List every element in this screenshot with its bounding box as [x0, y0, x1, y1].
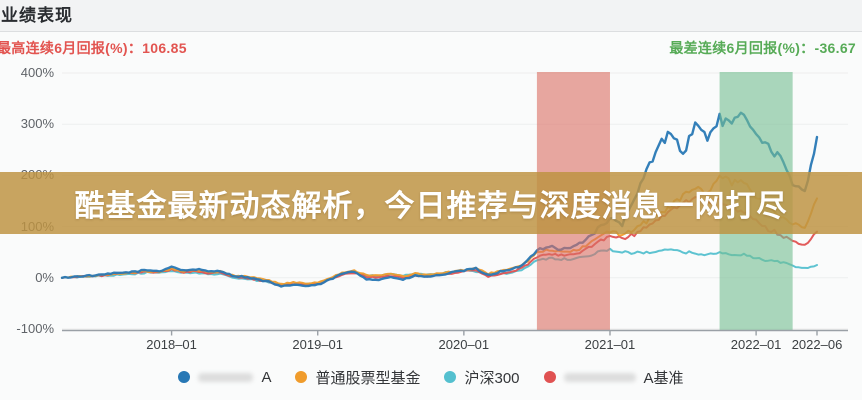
worst-6m-return-value: -36.67	[814, 40, 856, 56]
legend-label: A基准	[643, 369, 684, 387]
series-line-1	[60, 111, 819, 288]
best-6m-return-label: 最高连续6月回报(%)：	[0, 40, 143, 56]
x-axis-label: 2022–01	[730, 337, 782, 352]
worst-6m-return-label: 最差连续6月回报(%)：	[669, 40, 815, 56]
chart-legend: A 普通股票型基金 沪深300 A基准	[0, 360, 862, 394]
page-header: 业绩表现	[0, 0, 862, 32]
legend-dot	[543, 371, 556, 383]
redacted-fund-name	[198, 372, 254, 382]
legend-label: 沪深300	[464, 369, 520, 387]
legend-item-4[interactable]: A基准	[543, 367, 684, 388]
legend-label: A	[261, 368, 272, 386]
overlay-banner: 酷基金最新动态解析，今日推荐与深度消息一网打尽	[0, 172, 862, 234]
legend-dot	[444, 371, 457, 383]
best-6m-return-value: 106.85	[142, 40, 187, 56]
legend-item-3[interactable]: 沪深300	[444, 367, 520, 388]
x-axis-label: 2019–01	[292, 337, 344, 352]
x-axis-label: 2020–01	[438, 337, 490, 352]
legend-dot	[178, 371, 191, 383]
y-axis-label: -100%	[16, 321, 54, 336]
banner-headline: 酷基金最新动态解析，今日推荐与深度消息一网打尽	[74, 190, 788, 223]
y-axis-label: 400%	[20, 65, 54, 80]
x-axis-label: 2022–06	[791, 337, 843, 352]
x-axis-label: 2021–01	[584, 337, 636, 352]
page-title: 业绩表现	[1, 6, 73, 25]
legend-dot	[295, 371, 308, 383]
legend-label: 普通股票型基金	[315, 369, 421, 387]
worst-6m-return-stat: 最差连续6月回报(%)：-36.67	[669, 38, 856, 58]
y-axis-label: 0%	[35, 269, 54, 285]
best-6m-return-stat: 最高连续6月回报(%)：106.85	[0, 38, 187, 58]
redacted-fund-name	[563, 372, 636, 382]
legend-item-1[interactable]: A	[178, 369, 271, 386]
y-axis-label: 300%	[20, 116, 54, 132]
x-axis-label: 2018–01	[146, 337, 197, 352]
legend-item-2[interactable]: 普通股票型基金	[295, 367, 420, 388]
